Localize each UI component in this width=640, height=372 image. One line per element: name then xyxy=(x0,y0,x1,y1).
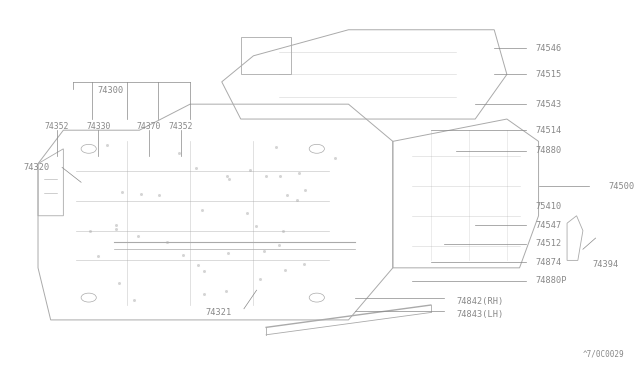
Text: 74320: 74320 xyxy=(24,163,50,172)
Text: 74300: 74300 xyxy=(98,86,124,95)
Text: 74874: 74874 xyxy=(536,258,562,267)
Text: 74842(RH): 74842(RH) xyxy=(456,297,504,306)
Text: 74546: 74546 xyxy=(536,44,562,53)
Text: 74352: 74352 xyxy=(45,122,69,131)
Text: 74500: 74500 xyxy=(608,182,634,190)
Text: 74330: 74330 xyxy=(86,122,110,131)
Text: 74352: 74352 xyxy=(168,122,193,131)
Text: 74514: 74514 xyxy=(536,126,562,135)
Text: 74547: 74547 xyxy=(536,221,562,230)
Text: 74370: 74370 xyxy=(137,122,161,131)
Text: 74321: 74321 xyxy=(205,308,232,317)
Text: ^7/0C0029: ^7/0C0029 xyxy=(582,350,624,359)
Text: 74880P: 74880P xyxy=(536,276,567,285)
Text: 74880: 74880 xyxy=(536,146,562,155)
Text: 74394: 74394 xyxy=(593,260,619,269)
Text: 75410: 75410 xyxy=(536,202,562,211)
Text: 74843(LH): 74843(LH) xyxy=(456,310,504,319)
Text: 74543: 74543 xyxy=(536,100,562,109)
Text: 74512: 74512 xyxy=(536,239,562,248)
Text: 74515: 74515 xyxy=(536,70,562,79)
